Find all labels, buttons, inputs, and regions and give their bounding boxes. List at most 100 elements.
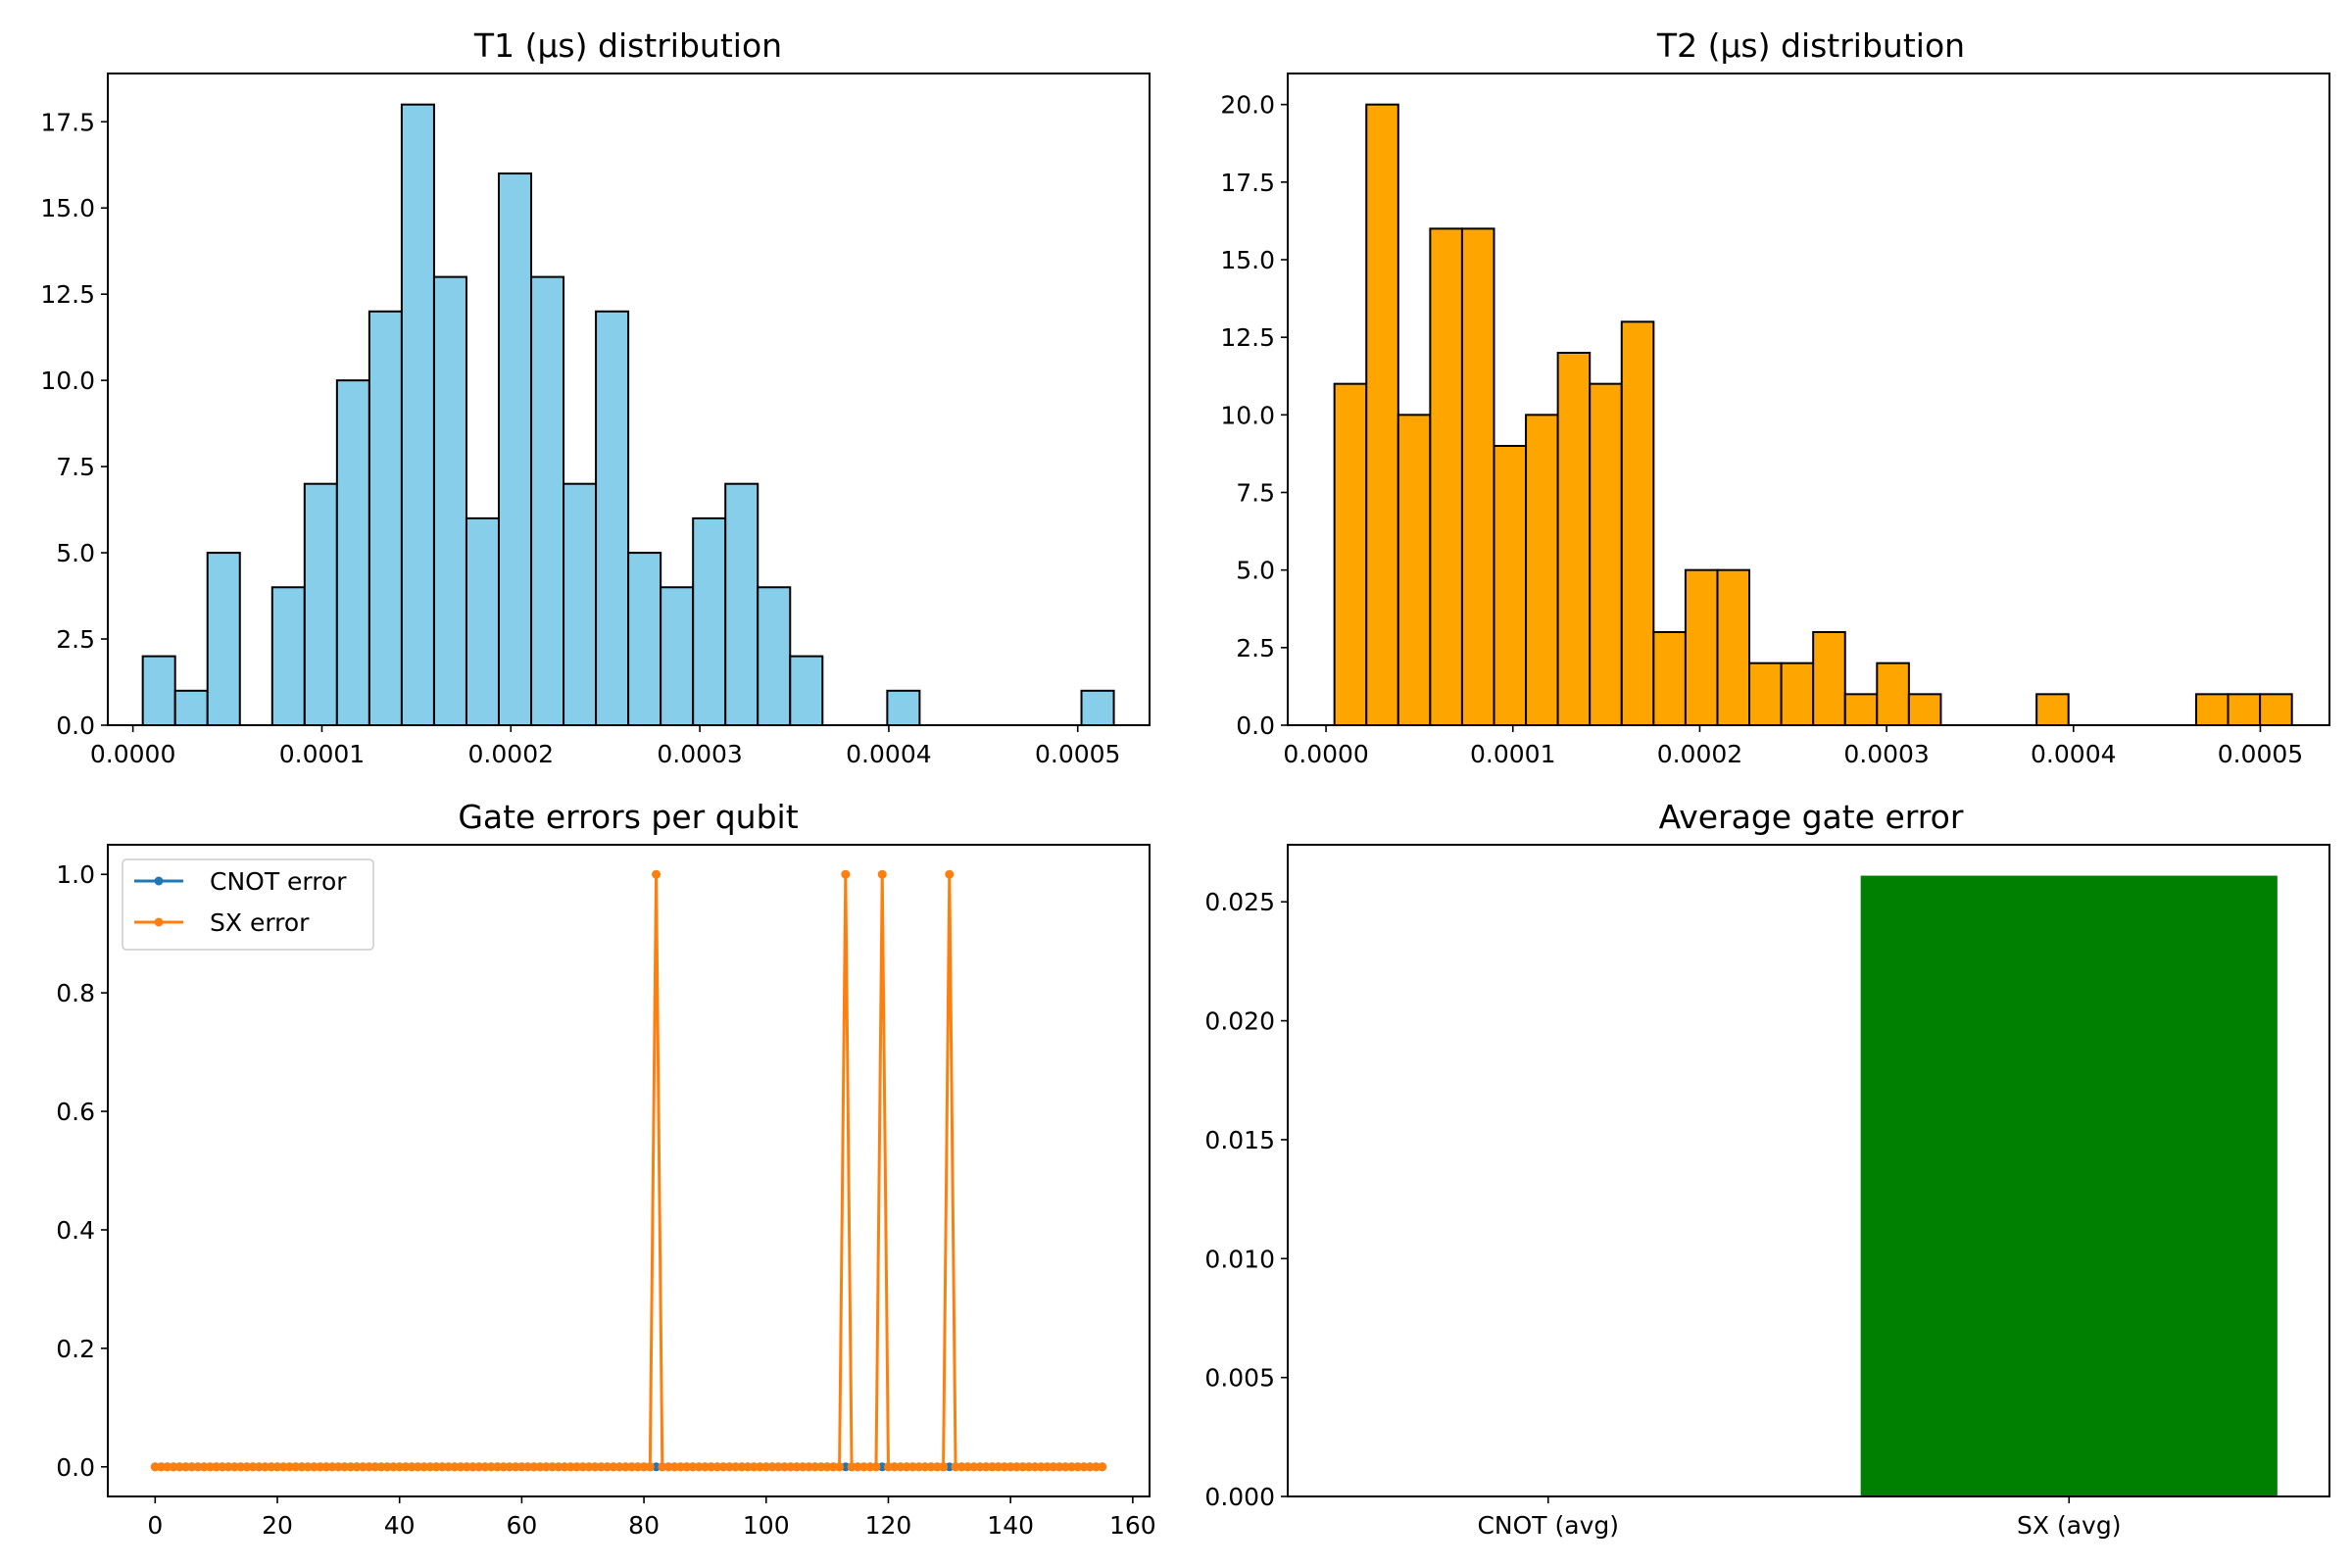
histogram-bar xyxy=(432,275,467,726)
histogram-bar xyxy=(757,586,792,727)
series-sx xyxy=(150,869,1107,1472)
histogram-bar xyxy=(335,379,370,726)
series-point xyxy=(859,1462,869,1472)
histogram-bar xyxy=(2227,693,2262,726)
series-point xyxy=(229,1462,239,1472)
t2-axes: 0.0 2.5 5.0 7.5 10.0 12.5 15.0 17.5 20.0 0.0000 0.… xyxy=(1220,91,2303,768)
series-point xyxy=(407,1462,416,1472)
histogram-bar xyxy=(1748,662,1783,727)
series-point xyxy=(584,1462,594,1472)
series-point xyxy=(395,1462,405,1472)
gate-errors-xtick-label: 60 xyxy=(506,1511,537,1540)
series-point xyxy=(523,1462,533,1472)
series-point xyxy=(847,1462,857,1472)
series-point xyxy=(1018,1462,1028,1472)
histogram-bar xyxy=(627,552,662,727)
series-point xyxy=(969,1462,979,1472)
gate-errors-lines xyxy=(150,869,1107,1472)
gate-errors-xtick-label: 100 xyxy=(743,1511,790,1540)
histogram-bar xyxy=(886,689,921,727)
series-point xyxy=(731,1462,741,1472)
series-point xyxy=(981,1462,991,1472)
gate-errors-title: Gate errors per qubit xyxy=(458,798,798,836)
series-point xyxy=(779,1462,789,1472)
gate-errors-panel: Gate errors per qubit 0.0 0.2 0.4 0.6 0.8 1.0… xyxy=(56,798,1155,1540)
series-point xyxy=(816,1462,826,1472)
series-point xyxy=(150,1462,160,1472)
series-point xyxy=(773,1462,783,1472)
histogram-bar xyxy=(141,655,176,727)
legend-cnot-marker xyxy=(154,876,164,886)
series-point xyxy=(675,1462,685,1472)
gate-errors-ytick-label: 1.0 xyxy=(56,860,95,889)
series-point xyxy=(920,1462,930,1472)
series-point xyxy=(877,1462,887,1472)
t2-xtick-label: 0.0001 xyxy=(1470,740,1555,768)
legend-box xyxy=(122,858,374,951)
histogram-bar xyxy=(1396,414,1432,726)
histogram-bar xyxy=(1556,352,1592,726)
series-point xyxy=(841,1462,851,1472)
t2-histogram-title: T2 (µs) distribution xyxy=(1656,26,1965,65)
histogram-bar xyxy=(303,482,338,726)
series-point xyxy=(700,1462,710,1472)
series-point xyxy=(724,1462,734,1472)
series-point xyxy=(865,1462,875,1472)
series-point xyxy=(450,1462,460,1472)
t1-ytick-label: 7.5 xyxy=(56,453,95,481)
average-gate-error-ytick-label: 0.025 xyxy=(1204,888,1275,916)
series-point xyxy=(212,1462,221,1472)
series-point xyxy=(199,1462,209,1472)
series-point xyxy=(456,1462,466,1472)
series-point xyxy=(425,1462,435,1472)
t1-ytick-label: 10.0 xyxy=(40,367,95,395)
series-point xyxy=(590,1462,600,1472)
series-point xyxy=(205,1462,215,1472)
histogram-bar xyxy=(497,172,533,726)
series-point xyxy=(951,1462,960,1472)
series-point xyxy=(444,1462,454,1472)
gate-errors-xtick-label: 0 xyxy=(147,1511,163,1540)
histogram-bar xyxy=(1843,693,1879,726)
series-point xyxy=(163,1462,172,1472)
series-point xyxy=(316,1462,325,1472)
histogram-bar xyxy=(1365,103,1399,726)
average-gate-error-bars xyxy=(1860,875,2278,1496)
series-point xyxy=(376,1462,386,1472)
series-point xyxy=(883,1462,893,1472)
histogram-bar xyxy=(789,655,824,727)
series-point xyxy=(272,1462,282,1472)
series-point xyxy=(945,869,955,879)
series-point xyxy=(401,1462,411,1472)
gate-errors-ytick-label: 0.4 xyxy=(56,1216,95,1245)
average-gate-error-xtick-label: SX (avg) xyxy=(2017,1511,2121,1540)
histogram-bar xyxy=(465,516,500,727)
series-point xyxy=(896,1462,906,1472)
average-gate-error-title: Average gate error xyxy=(1659,798,1964,836)
t2-ytick-label: 17.5 xyxy=(1220,169,1275,197)
series-point xyxy=(841,869,851,879)
series-point xyxy=(340,1462,350,1472)
series-point xyxy=(529,1462,539,1472)
average-gate-error-xtick-label: CNOT (avg) xyxy=(1477,1511,1619,1540)
legend-cnot-label: CNOT error xyxy=(210,867,347,896)
histogram-bar xyxy=(530,275,565,726)
series-point xyxy=(1085,1462,1095,1472)
series-point xyxy=(688,1462,698,1472)
legend-sx-marker xyxy=(154,917,164,927)
histogram-bar xyxy=(1780,662,1815,727)
histogram-bar xyxy=(368,310,403,726)
t2-xtick-label: 0.0003 xyxy=(1843,740,1929,768)
series-point xyxy=(193,1462,203,1472)
series-point xyxy=(932,1462,942,1472)
series-point xyxy=(907,1462,917,1472)
series-point xyxy=(358,1462,368,1472)
series-point xyxy=(890,1462,900,1472)
histogram-bar xyxy=(1333,382,1368,726)
histogram-bar xyxy=(1460,227,1495,726)
gate-errors-xtick-label: 120 xyxy=(865,1511,912,1540)
histogram-bar xyxy=(1080,689,1115,727)
series-point xyxy=(218,1462,227,1472)
t1-xtick-label: 0.0003 xyxy=(657,740,742,768)
series-point xyxy=(756,1462,765,1472)
